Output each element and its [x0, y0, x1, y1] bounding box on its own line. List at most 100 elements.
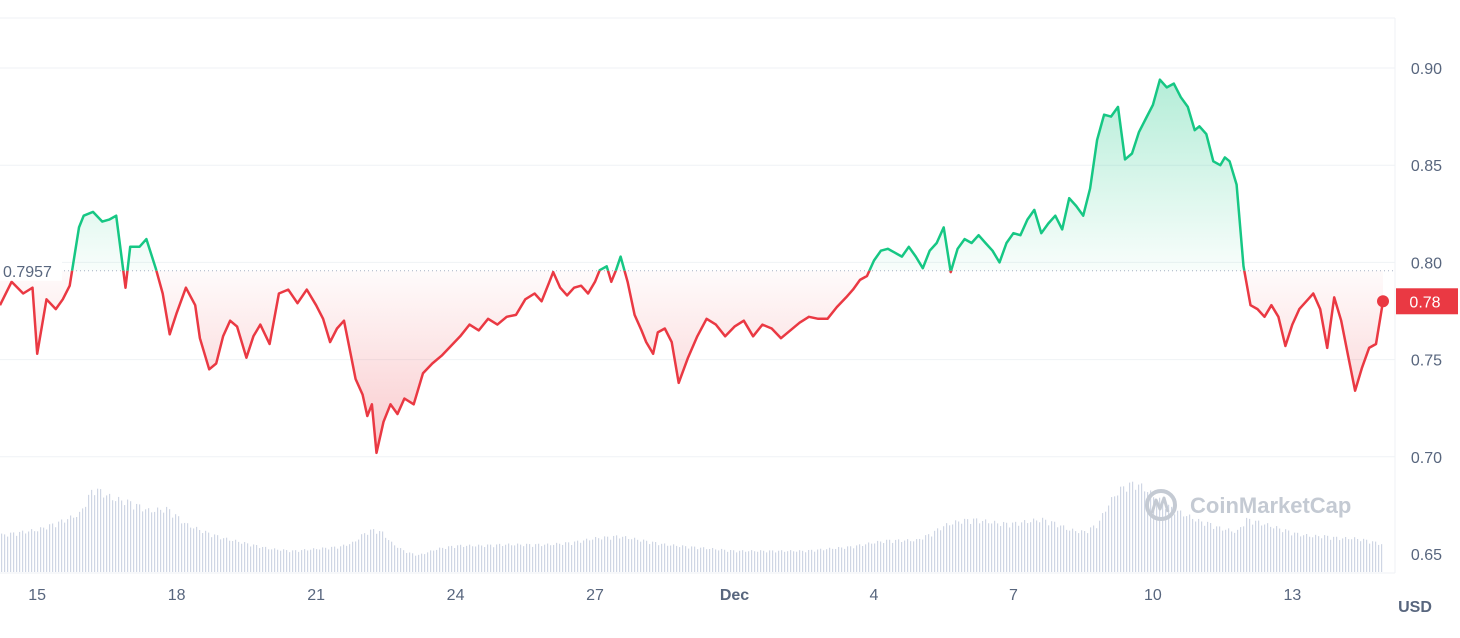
volume-bar — [748, 551, 750, 572]
volume-bar — [1351, 539, 1353, 572]
volume-bar — [475, 546, 477, 572]
volume-bar — [244, 542, 246, 572]
volume-bar — [1309, 536, 1311, 572]
volume-bar — [433, 550, 435, 572]
volume-bar — [253, 544, 255, 572]
volume-bar — [1375, 541, 1377, 572]
volume-bar — [418, 554, 420, 572]
volume-bar — [457, 545, 459, 572]
x-tick-label: 10 — [1144, 587, 1162, 604]
volume-bar — [829, 547, 831, 572]
volume-bar — [34, 531, 36, 572]
volume-bar — [1243, 526, 1245, 572]
volume-bar — [1195, 521, 1197, 572]
volume-bar — [70, 515, 72, 572]
volume-bar — [619, 538, 621, 572]
volume-bar — [679, 547, 681, 572]
volume-bar — [193, 528, 195, 572]
volume-bar — [373, 529, 375, 572]
volume-bar — [598, 538, 600, 572]
y-tick-label: 0.85 — [1411, 158, 1442, 175]
volume-bar — [646, 540, 648, 572]
volume-bar — [766, 552, 768, 572]
volume-bar — [115, 501, 117, 572]
volume-bar — [1315, 534, 1317, 572]
volume-bar — [130, 501, 132, 572]
volume-bar — [841, 547, 843, 572]
volume-bar — [925, 535, 927, 572]
volume-bar — [1042, 517, 1044, 572]
volume-bar — [229, 540, 231, 572]
volume-bar — [292, 550, 294, 572]
volume-bar — [844, 548, 846, 572]
volume-bar — [814, 551, 816, 572]
volume-bar — [361, 534, 363, 572]
volume-bar — [1030, 522, 1032, 572]
volume-bar — [448, 546, 450, 572]
volume-bar — [19, 531, 21, 572]
volume-bar — [1369, 543, 1371, 572]
volume-bar — [379, 531, 381, 572]
volume-bar — [592, 539, 594, 572]
volume-bar — [295, 550, 297, 572]
volume-bar — [154, 511, 156, 572]
volume-bar — [463, 546, 465, 572]
volume-bar — [442, 547, 444, 572]
current-price-marker[interactable] — [1377, 295, 1389, 308]
volume-bar — [145, 509, 147, 572]
volume-bar — [658, 545, 660, 572]
volume-bar — [382, 531, 384, 572]
volume-bar — [331, 546, 333, 572]
volume-bar — [1051, 521, 1053, 572]
volume-bar — [1063, 525, 1065, 572]
volume-bar — [1039, 522, 1041, 572]
volume-bar — [37, 531, 39, 572]
volume-bar — [1300, 536, 1302, 572]
volume-bar — [583, 540, 585, 572]
volume-bar — [1228, 528, 1230, 572]
volume-bar — [109, 493, 111, 572]
volume-bar — [934, 530, 936, 572]
volume-bar — [1201, 521, 1203, 572]
volume-bar — [1048, 525, 1050, 572]
volume-bar — [409, 552, 411, 572]
volume-bar — [544, 544, 546, 572]
volume-bar — [1261, 525, 1263, 572]
volume-bar — [556, 542, 558, 572]
volume-bar — [1159, 497, 1161, 572]
volume-bar — [847, 546, 849, 572]
volume-bar — [1273, 528, 1275, 572]
volume-bar — [637, 539, 639, 572]
volume-bar — [1069, 530, 1071, 572]
volume-bar — [853, 548, 855, 572]
volume-bar — [271, 549, 273, 572]
volume-bar — [493, 547, 495, 572]
volume-bar — [13, 532, 15, 572]
volume-bar — [202, 533, 204, 572]
volume-bar — [787, 551, 789, 572]
volume-bar — [1018, 525, 1020, 572]
volume-bar — [1087, 533, 1089, 572]
reference-label-background — [0, 260, 62, 281]
volume-bar — [514, 545, 516, 572]
volume-bar — [1177, 510, 1179, 572]
volume-bar — [688, 548, 690, 572]
volume-bar — [901, 542, 903, 572]
volume-bar — [322, 547, 324, 572]
volume-bar — [970, 523, 972, 572]
volume-bar — [799, 550, 801, 572]
volume-bar — [1036, 520, 1038, 572]
volume-bar — [1015, 521, 1017, 572]
volume-bar — [1312, 537, 1314, 572]
volume-bar — [16, 535, 18, 572]
volume-bar — [1093, 525, 1095, 572]
volume-bar — [376, 533, 378, 572]
volume-bar — [85, 506, 87, 572]
volume-bar — [880, 541, 882, 572]
volume-bar — [1153, 497, 1155, 572]
volume-bar — [190, 527, 192, 572]
y-tick-label: 0.80 — [1411, 255, 1442, 272]
volume-bar — [640, 541, 642, 572]
volume-bar — [97, 488, 99, 572]
